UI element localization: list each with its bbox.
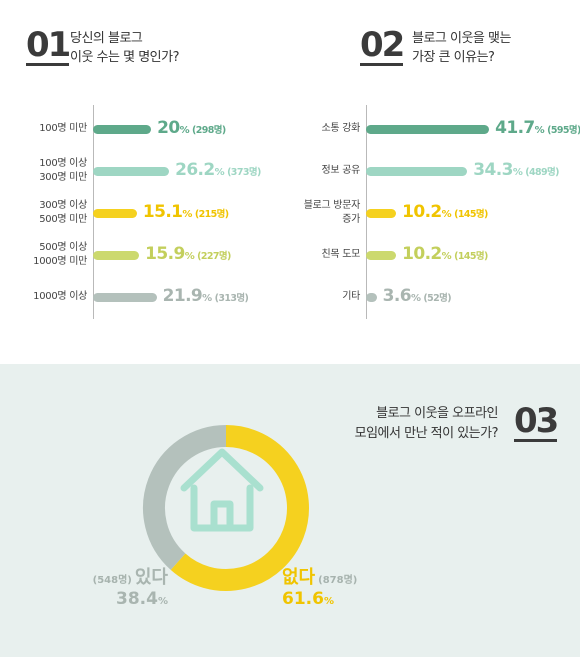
chart1-value-label: 10.2% (145명) [402, 246, 488, 263]
chart1-value-count: (145명) [454, 209, 488, 220]
chart1-value-label: 3.6% (52명) [382, 286, 452, 306]
chart1-category-label: 정보 공유 [321, 164, 361, 178]
chart0-value-number: 21.9 [162, 286, 203, 306]
chart1-category-label-line: 소통 강화 [321, 123, 361, 134]
donut-segment-no [170, 425, 309, 591]
q1-number: 01 [26, 25, 71, 66]
offline-meeting-donut-chart [143, 425, 309, 591]
q1-question-line1: 당신의 블로그 [70, 31, 143, 46]
chart0-category-label: 300명 이상 500명 미만 [39, 199, 87, 227]
chart0-category-label-line: 100명 이상 [39, 158, 87, 169]
chart1-value-number: 10.2 [402, 202, 442, 222]
chart1-category-label-line: 친목 도모 [321, 249, 361, 260]
chart1-value-number: 10.2 [402, 244, 442, 264]
chart0-category-label: 500명 이상 1000명 미만 [33, 241, 87, 269]
q2-question: 블로그 이웃을 맺는 가장 큰 이유는? [412, 29, 511, 67]
chart0-value-label: 21.9% (313명) [163, 288, 249, 305]
q3-question: 블로그 이웃을 오프라인 모임에서 만난 적이 있는가? [354, 404, 499, 444]
chart0-bar [93, 209, 137, 218]
chart0-value-unit: % [202, 293, 212, 304]
chart0-category-label: 1000명 이상 [33, 290, 87, 304]
q3-question-line1: 블로그 이웃을 오프라인 [376, 406, 498, 421]
chart0-bar [93, 293, 157, 302]
chart1-value-label: 41.7% (595명) [495, 120, 580, 137]
chart1-value-count: (52명) [423, 293, 452, 304]
chart1-value-count: (595명) [547, 125, 580, 136]
chart0-category-label-line: 100명 미만 [39, 123, 87, 134]
chart0-bar [93, 167, 170, 176]
q3-question-line2: 모임에서 만난 적이 있는가? [354, 426, 499, 441]
chart1-value-unit: % [410, 293, 421, 304]
chart1-value-number: 3.6 [382, 286, 412, 306]
chart0-value-label: 15.9% (227명) [145, 246, 231, 263]
chart1-bar [366, 293, 377, 302]
chart1-bar [366, 209, 397, 218]
chart0-value-count: (373명) [227, 167, 261, 178]
chart0-value-unit: % [184, 251, 195, 262]
chart1-value-count: (145명) [454, 251, 488, 262]
chart1-value-unit: % [534, 125, 545, 136]
chart0-category-label: 100명 이상 300명 미만 [39, 157, 87, 185]
chart1-value-count: (489명) [525, 167, 559, 178]
chart1-value-label: 34.3% (489명) [473, 162, 559, 179]
q3-number: 03 [514, 401, 559, 442]
q2-question-line1: 블로그 이웃을 맺는 [412, 31, 511, 46]
chart0-category-label-line: 300명 미만 [39, 172, 87, 183]
chart1-value-unit: % [512, 167, 523, 178]
neighbor-reason-bar-chart: 소통 강화 41.7% (595명) 정보 공유 34.3% (489명) 블로그 방문자 증… [290, 105, 580, 320]
chart0-category-label-line: 1000명 이상 [33, 291, 87, 302]
chart0-value-label: 20% (298명) [157, 120, 226, 137]
donut-segment-yes [143, 425, 227, 570]
chart1-bar [366, 167, 468, 176]
chart0-value-count: (227명) [197, 251, 231, 262]
chart0-value-label: 15.1% (215명) [143, 204, 229, 221]
chart1-value-label: 10.2% (145명) [402, 204, 488, 221]
chart1-value-number: 41.7 [495, 118, 535, 138]
q2-question-line2: 가장 큰 이유는? [412, 50, 495, 65]
chart1-category-label-line: 블로그 방문자 [303, 200, 361, 211]
chart0-value-count: (313명) [214, 293, 249, 304]
chart0-category-label-line: 1000명 미만 [33, 256, 87, 267]
chart0-bar [93, 251, 140, 260]
chart1-category-label-line: 증가 [342, 214, 360, 225]
q1-question: 당신의 블로그 이웃 수는 몇 명인가? [70, 29, 179, 67]
neighbor-count-bar-chart: 100명 미만 20% (298명) 100명 이상 300명 미만 26.2% (373명… [0, 105, 290, 320]
chart0-value-number: 20 [157, 118, 180, 138]
q1-question-line2: 이웃 수는 몇 명인가? [70, 50, 179, 65]
chart1-bar [366, 125, 490, 134]
chart1-bar [366, 251, 397, 260]
house-icon [180, 448, 264, 532]
chart0-value-label: 26.2% (373명) [175, 162, 261, 179]
chart0-value-unit: % [179, 125, 190, 136]
chart0-value-number: 15.9 [145, 244, 185, 264]
chart1-category-label: 소통 강화 [321, 122, 361, 136]
chart0-category-label: 100명 미만 [39, 122, 87, 136]
chart1-value-number: 34.3 [473, 160, 513, 180]
chart0-value-number: 26.2 [175, 160, 215, 180]
chart0-value-count: (298명) [191, 125, 226, 136]
chart0-category-label-line: 300명 이상 [39, 200, 87, 211]
chart0-value-number: 15.1 [142, 202, 183, 222]
chart0-value-unit: % [182, 209, 192, 220]
chart0-bar [93, 125, 152, 134]
chart1-category-label-line: 기타 [342, 291, 360, 302]
chart1-value-unit: % [441, 251, 452, 262]
chart0-category-label-line: 500명 미만 [39, 214, 87, 225]
chart0-value-count: (215명) [194, 209, 229, 220]
chart1-category-label: 친목 도모 [321, 248, 361, 262]
chart0-value-unit: % [214, 167, 225, 178]
q2-number: 02 [360, 25, 405, 66]
chart0-category-label-line: 500명 이상 [39, 242, 87, 253]
chart1-category-label-line: 정보 공유 [321, 165, 361, 176]
chart1-value-unit: % [441, 209, 452, 220]
chart1-category-label: 기타 [342, 290, 360, 304]
